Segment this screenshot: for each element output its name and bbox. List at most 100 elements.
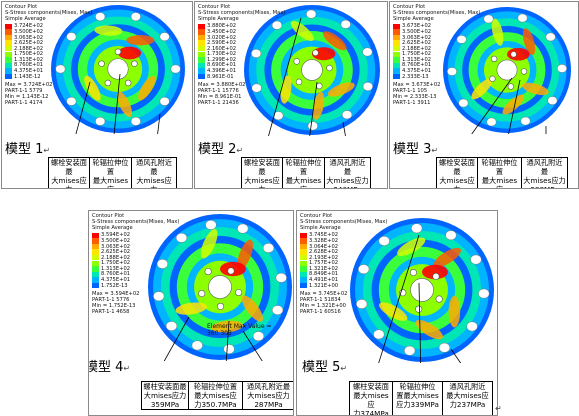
- panel-model-4: Contour Plot S-Stress components(Mises, M…: [88, 210, 294, 416]
- scale-row: 4.375E+01: [393, 68, 480, 74]
- scale-value: 2.628E+02: [309, 249, 339, 256]
- leader-line: [268, 17, 302, 136]
- stress-cell-line: 螺栓安装面最: [51, 158, 87, 176]
- bolt-hole: [510, 51, 517, 58]
- stat-line: Min = 1.143E-12: [5, 93, 49, 100]
- stress-cell-line: 通风孔附近最: [526, 158, 563, 176]
- scale-swatch: [393, 57, 400, 63]
- legend-title: Contour Plot: [5, 4, 38, 10]
- stress-hotspot: [502, 94, 525, 115]
- scale-swatch: [92, 266, 99, 272]
- scale-value: 3.500E+02: [402, 28, 432, 35]
- scale-row: 1.143E-12: [5, 74, 92, 80]
- stress-cell-line: 最大mises应: [92, 176, 129, 188]
- center-bore: [496, 59, 518, 81]
- scale-swatch: [92, 243, 99, 250]
- model-label-2: 模型 2↵: [198, 142, 244, 157]
- scale-value: 2.188E+02: [14, 45, 44, 52]
- bolt-hole: [204, 268, 212, 276]
- stress-cell-line: 大mises应力: [326, 176, 369, 185]
- scale-swatch: [393, 34, 400, 41]
- vent-hole: [356, 299, 368, 309]
- scale-swatch: [92, 271, 99, 278]
- vent-hole: [66, 32, 77, 42]
- stress-hotspot: [522, 28, 536, 56]
- bolt-hole: [435, 295, 443, 303]
- scale-swatch: [198, 62, 205, 69]
- stress-cell: 通风孔附近最大mises应力289MPa: [132, 157, 177, 188]
- scale-value: 1.321E+02: [309, 265, 339, 272]
- bolt-hole: [114, 48, 122, 55]
- stress-cell: 通风孔附近最大mises应力288MPa: [522, 157, 568, 188]
- color-scale: 3.745E+02 3.328E+02 3.064E+02 2.628E+02 2.19…: [300, 232, 387, 289]
- stat-line: Min = 2.333E-13: [393, 93, 437, 100]
- bolt-hole: [217, 302, 225, 310]
- scale-value: 3.063E+02: [14, 34, 44, 41]
- model-label-3: 模型 3↵: [393, 142, 439, 157]
- stress-hotspot: [241, 295, 263, 322]
- scale-value: 2.625E+02: [101, 249, 131, 256]
- vent-hole: [362, 47, 373, 57]
- stress-cell-line: 大mises应力: [143, 391, 187, 400]
- leader-line: [242, 330, 263, 361]
- scale-swatch: [198, 34, 205, 41]
- scale-swatch: [393, 29, 400, 35]
- scale-row: 1.321E+00: [300, 283, 387, 289]
- stat-line: Min = 1.321E+00: [300, 302, 346, 309]
- stat-line: PART-1-1 105: [393, 87, 428, 94]
- stress-cell-line: 螺柱安装面最: [143, 382, 187, 391]
- scale-swatch: [198, 46, 205, 52]
- stress-cell-line: 大mises应力: [51, 176, 87, 188]
- scale-row: 1.750E+02: [5, 51, 92, 58]
- stat-line: Max = 3.880E+02: [198, 81, 246, 88]
- stress-cell-line: 240MPa: [326, 185, 369, 188]
- scale-swatch: [300, 283, 307, 289]
- scale-value: 2.625E+02: [402, 40, 432, 47]
- scale-value: 1.750E+02: [14, 51, 44, 58]
- scale-swatch: [5, 62, 12, 69]
- stress-cell-line: 通风孔附近最: [136, 158, 172, 176]
- scale-swatch: [300, 238, 307, 244]
- scale-row: 2.333E-13: [393, 74, 480, 80]
- color-scale: 3.724E+02 3.500E+02 3.063E+02 2.625E+02 2.18…: [5, 23, 92, 80]
- scale-row: 3.020E+02: [198, 35, 285, 41]
- vent-hole: [271, 305, 284, 316]
- vent-hole: [251, 49, 262, 58]
- scale-row: 1.313E+02: [393, 57, 480, 63]
- scale-row: 3.880E+02: [198, 23, 285, 29]
- scale-value: 1.752E-13: [101, 282, 128, 289]
- vent-hole: [205, 219, 217, 230]
- scale-value: 4.375E+01: [101, 277, 131, 284]
- scale-row: 2.188E+02: [92, 255, 179, 261]
- scale-value: 2.188E+02: [402, 45, 432, 52]
- center-bore: [208, 275, 232, 299]
- scale-swatch: [300, 232, 307, 239]
- vent-hole: [470, 254, 482, 265]
- legend-stats: Max = 3.594E+02 PART-1-1 5776 Min = 1.752E…: [92, 291, 179, 316]
- leader-line: [508, 79, 521, 134]
- scale-swatch: [300, 255, 307, 261]
- scale-value: 2.590E+02: [207, 40, 237, 47]
- stat-line: Max = 3.594E+02: [92, 290, 140, 297]
- scale-swatch: [198, 51, 205, 58]
- stress-hotspot: [379, 302, 408, 321]
- stress-cell-line: 通风孔附近最: [246, 382, 291, 391]
- scale-row: 3.063E+02: [5, 35, 92, 41]
- stress-table-1: 螺栓安装面最大mises应力372MPa轮辐拉伸位置最大mises应力350.4…: [48, 157, 177, 188]
- scale-value: 1.321E+00: [309, 282, 339, 289]
- stress-cell: 轮辐拉伸位置最大mises应力328MPa: [283, 157, 325, 188]
- bolt-hole: [293, 58, 300, 65]
- bolt-hole: [104, 79, 112, 87]
- vent-hole: [251, 83, 262, 93]
- scale-value: 2.333E-13: [402, 73, 429, 80]
- scale-swatch: [300, 266, 307, 272]
- legend-average: Simple Average: [300, 225, 341, 232]
- bolt-hole: [507, 83, 514, 90]
- wheel-contour-5: [350, 218, 494, 363]
- scale-swatch: [393, 23, 400, 30]
- vent-hole: [341, 110, 353, 120]
- scale-row: 1.730E+02: [198, 51, 285, 58]
- leader-line: [157, 113, 161, 134]
- scale-swatch: [92, 255, 99, 261]
